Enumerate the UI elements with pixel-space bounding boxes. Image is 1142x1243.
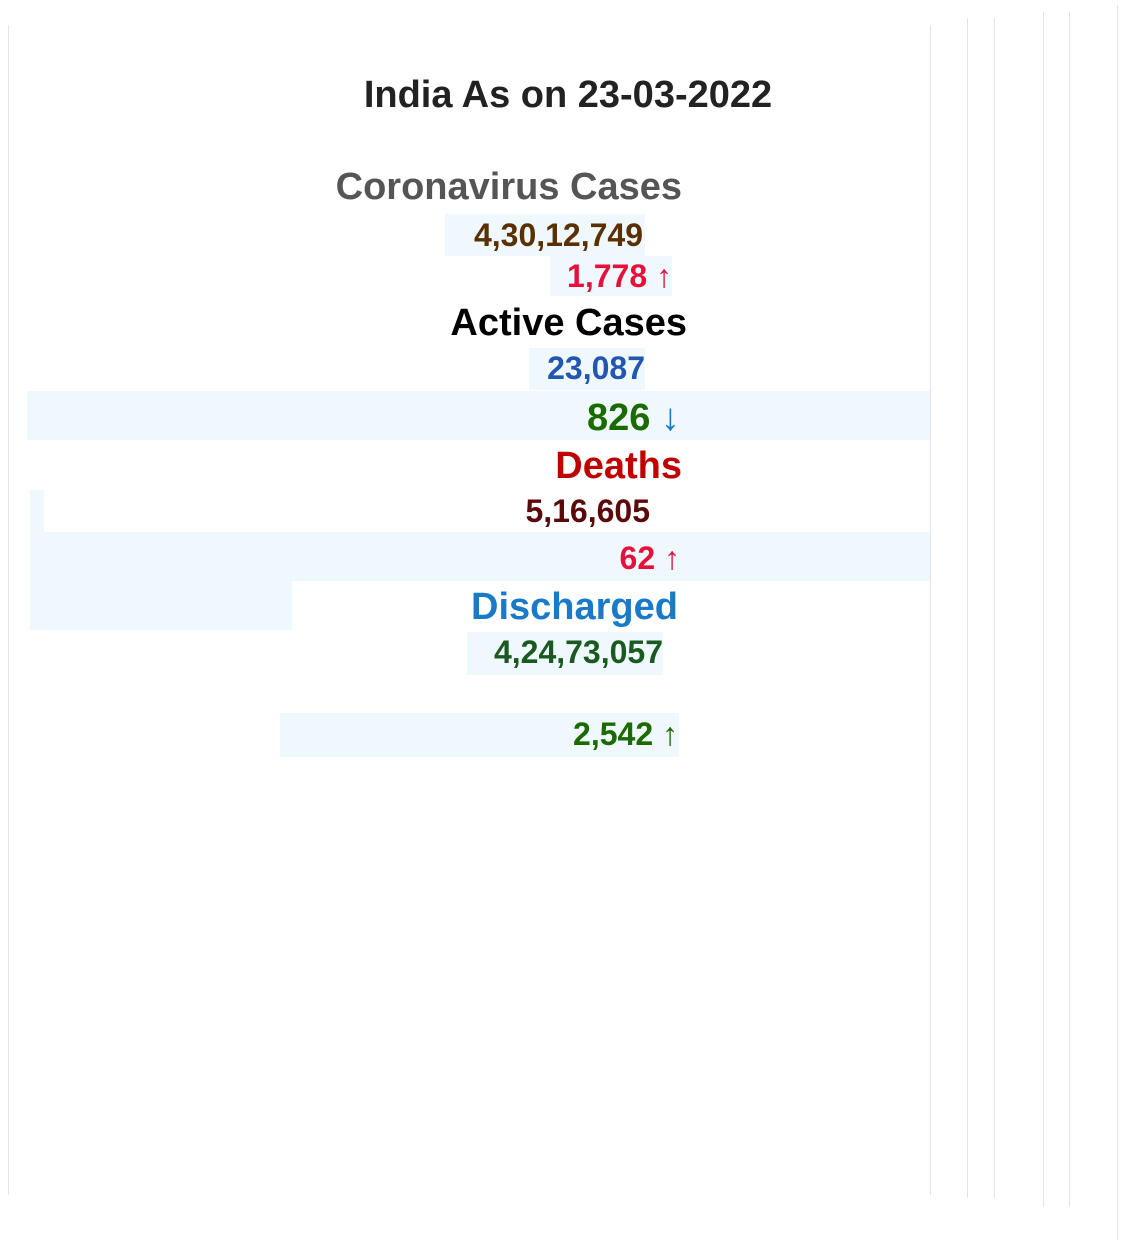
highlight <box>27 391 930 440</box>
border <box>967 18 968 1198</box>
total: 23,087 <box>547 350 645 386</box>
border <box>994 18 995 1198</box>
arrow: ↑ <box>656 258 672 294</box>
arrow: ↑ <box>664 540 680 576</box>
highlight <box>529 348 645 390</box>
highlight <box>550 256 672 296</box>
change: 826 ↓ <box>587 399 680 437</box>
total: 5,16,605 <box>525 493 650 529</box>
border <box>1069 12 1070 1207</box>
section-label: Active Cases <box>450 302 687 344</box>
change: 1,778 ↑ <box>567 260 672 292</box>
section-label: Deaths <box>555 445 682 487</box>
arrow: ↑ <box>662 716 678 752</box>
highlight <box>467 632 663 675</box>
section-label: Discharged <box>471 586 678 628</box>
highlight <box>30 490 44 532</box>
border <box>8 25 9 1195</box>
change: 62 ↑ <box>620 542 680 574</box>
border <box>1043 12 1044 1207</box>
highlight <box>30 581 292 630</box>
section-label: Coronavirus Cases <box>335 166 682 208</box>
total: 4,30,12,749 <box>473 217 643 253</box>
border <box>930 25 931 1195</box>
highlight <box>280 713 679 757</box>
change: 2,542 ↑ <box>573 718 678 750</box>
highlight <box>445 214 645 256</box>
change-value: 1,778 <box>567 258 648 294</box>
border <box>1117 5 1118 1240</box>
change-value: 826 <box>587 397 651 439</box>
total: 4,24,73,057 <box>493 634 663 670</box>
arrow: ↓ <box>661 397 680 439</box>
page-title: India As on 23-03-2022 <box>363 74 773 116</box>
change-value: 62 <box>619 540 656 576</box>
change-value: 2,542 <box>573 716 654 752</box>
highlight <box>30 532 930 581</box>
